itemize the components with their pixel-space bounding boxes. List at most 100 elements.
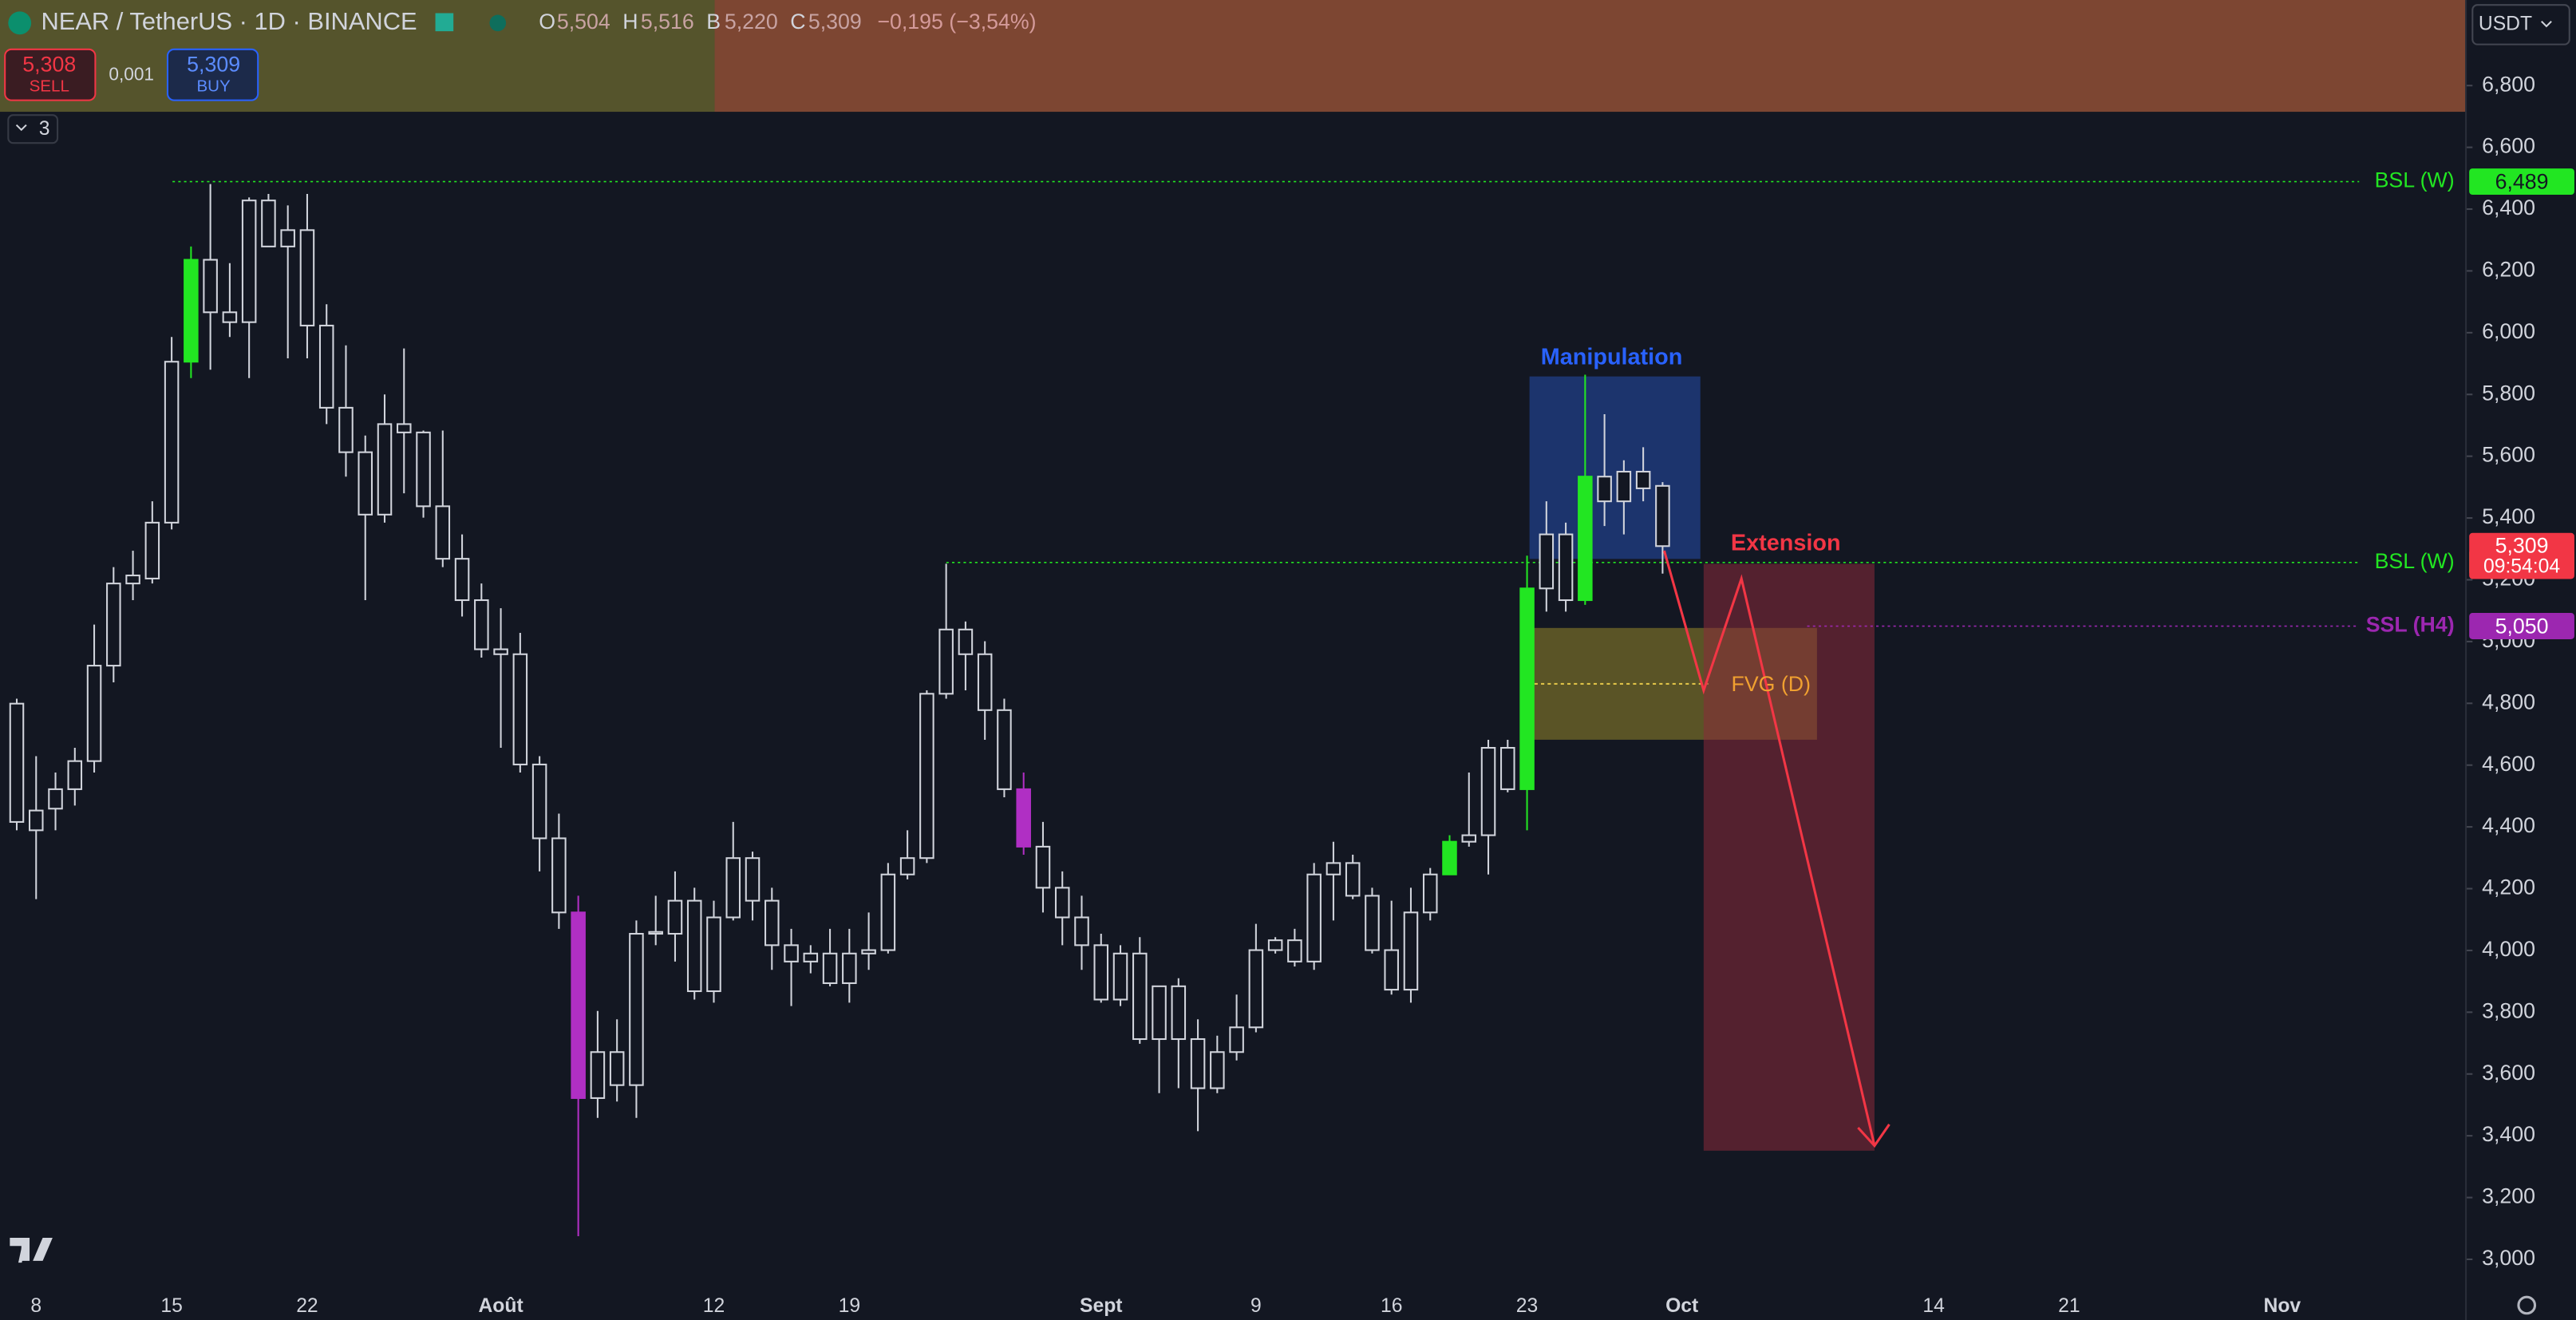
candle-body xyxy=(1635,470,1651,489)
x-tick-label: 9 xyxy=(1250,1295,1262,1317)
projection-arrow xyxy=(1662,550,1876,1147)
candle-body xyxy=(1655,484,1670,547)
candle-body xyxy=(1558,533,1574,602)
plot: 3,000 3,200 3,400 3,600 3,800 4,000 4,200 4,400… xyxy=(9,72,2574,1317)
candle-body xyxy=(222,311,238,323)
candle-body xyxy=(784,944,799,962)
candle-body xyxy=(280,229,295,247)
buy-button[interactable] xyxy=(166,48,259,101)
candle-body xyxy=(1480,746,1496,836)
candle-body xyxy=(880,873,896,951)
level-badge xyxy=(2469,613,2574,640)
y-tick-label: 6,200 xyxy=(2482,257,2535,281)
candle-body xyxy=(842,952,857,984)
ohlc-key: B xyxy=(706,10,721,34)
x-tick-label: 14 xyxy=(1922,1295,1945,1317)
chevron xyxy=(2541,21,2552,28)
currency: USDT xyxy=(2479,13,2532,34)
candle-body xyxy=(125,575,140,585)
annotation: FVG (D) xyxy=(1731,672,1811,696)
candle-body xyxy=(1461,834,1477,843)
indicator-toggle[interactable] xyxy=(7,114,59,144)
level-name: BSL (W) xyxy=(2375,168,2455,192)
candle-body xyxy=(803,952,819,962)
symbol-icon xyxy=(8,11,32,35)
buy-price: 5,309 xyxy=(187,52,240,76)
candle-body xyxy=(1403,911,1419,991)
last-price-label: 5,309 xyxy=(2495,533,2549,557)
candle-body xyxy=(686,899,702,993)
candle-body xyxy=(938,628,954,695)
candle-body xyxy=(1616,470,1632,503)
ohlc-value: 5,220 xyxy=(725,10,778,34)
candle-body xyxy=(1016,788,1031,848)
candle-body xyxy=(1267,939,1283,951)
extension-box xyxy=(1703,563,1875,1151)
arrow-head xyxy=(1857,1124,1891,1148)
x-tick-label: 21 xyxy=(2058,1295,2080,1317)
last-price-badge xyxy=(2469,532,2574,579)
ohlc-key: O xyxy=(539,10,555,34)
x-tick-label: 12 xyxy=(703,1295,725,1317)
candle-body xyxy=(1500,746,1515,790)
candle-body xyxy=(86,665,102,762)
position-box xyxy=(714,0,2467,113)
annotation: Extension xyxy=(1731,530,1841,555)
candle-body xyxy=(318,324,334,409)
candle-body xyxy=(1152,985,1167,1041)
candle-body xyxy=(919,693,934,860)
y-tick-label: 6,600 xyxy=(2482,134,2535,158)
candle-body xyxy=(48,788,63,810)
y-tick-label: 4,400 xyxy=(2482,813,2535,837)
candle-body xyxy=(1287,939,1302,962)
candle-body xyxy=(358,451,373,516)
candle-body xyxy=(1093,944,1109,1001)
y-tick-label: 5,600 xyxy=(2482,443,2535,467)
y-tick-label: 4,600 xyxy=(2482,752,2535,776)
overlay: Manipulation Extension FVG (D) NEAR / Te… xyxy=(4,0,2570,1320)
candle-body xyxy=(1442,840,1457,875)
candle-body xyxy=(1229,1026,1244,1053)
ohlc-key: H xyxy=(622,10,638,34)
candle-body xyxy=(299,229,315,326)
candle-body xyxy=(1306,873,1322,962)
ohlc-value: 5,516 xyxy=(641,10,694,34)
x-tick-label: Nov xyxy=(2264,1295,2301,1317)
candle-body xyxy=(454,558,470,602)
ohlc: O 5,504 H 5,516 B 5,220 C 5,309 −0,195 (−3,54%) xyxy=(539,10,1036,34)
candle-body xyxy=(861,949,876,954)
y-tick-label: 3,600 xyxy=(2482,1061,2535,1085)
x-tick-label: 22 xyxy=(296,1295,318,1317)
candle-body xyxy=(106,583,121,667)
candle-body xyxy=(397,423,412,433)
candle-body xyxy=(629,932,644,1086)
candle-body xyxy=(1132,952,1148,1041)
candle-body xyxy=(1190,1037,1206,1089)
settings-icon[interactable] xyxy=(2517,1295,2537,1315)
countdown: 09:54:04 xyxy=(2483,556,2560,578)
annotation: Manipulation xyxy=(1541,345,1683,370)
buy-label: BUY xyxy=(196,77,231,96)
x-tick-label: Sept xyxy=(1080,1295,1123,1317)
change: −0,195 (−3,54%) xyxy=(877,10,1036,34)
candle-body xyxy=(997,709,1012,790)
candle-body xyxy=(977,653,993,711)
drawings xyxy=(0,0,2467,1151)
candle-body xyxy=(474,599,489,650)
level-badge xyxy=(2469,168,2574,196)
ohlc-value: 5,504 xyxy=(557,10,610,34)
candle-body xyxy=(1384,949,1399,991)
currency-button[interactable] xyxy=(2471,4,2570,45)
sell-button[interactable] xyxy=(4,48,97,101)
candle-body xyxy=(1035,845,1051,889)
candle-body xyxy=(590,1051,606,1099)
symbol: NEAR / TetherUS · 1D · BINANCE xyxy=(41,7,417,35)
candle-body xyxy=(67,760,83,790)
y-tick-label: 4,000 xyxy=(2482,937,2535,961)
y-tick-label: 6,000 xyxy=(2482,319,2535,343)
x-tick-label: Août xyxy=(478,1295,523,1317)
level-name: BSL (W) xyxy=(2375,549,2455,573)
candle-body xyxy=(1345,862,1361,897)
